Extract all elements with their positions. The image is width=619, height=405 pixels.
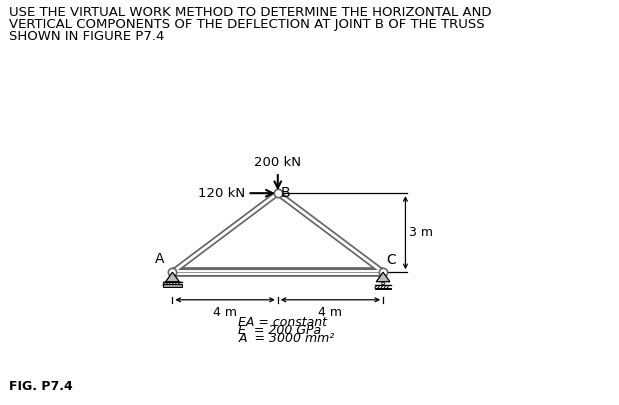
Polygon shape [376,272,390,282]
Text: 3 m: 3 m [409,226,433,239]
Text: A  = 3000 mm²: A = 3000 mm² [238,333,334,345]
Text: 4 m: 4 m [318,306,342,319]
Polygon shape [166,272,180,282]
Text: A: A [155,252,165,266]
Text: 4 m: 4 m [213,306,237,319]
Text: USE THE VIRTUAL WORK METHOD TO DETERMINE THE HORIZONTAL AND: USE THE VIRTUAL WORK METHOD TO DETERMINE… [9,6,491,19]
Text: B: B [281,186,290,200]
Text: E  = 200 GPa: E = 200 GPa [238,324,321,337]
Text: 120 kN: 120 kN [197,187,245,200]
Text: VERTICAL COMPONENTS OF THE DEFLECTION AT JOINT B OF THE TRUSS: VERTICAL COMPONENTS OF THE DEFLECTION AT… [9,18,485,31]
Text: EA = constant: EA = constant [238,315,327,328]
Text: FIG. P7.4: FIG. P7.4 [9,380,73,393]
Bar [375,288,391,289]
Bar [163,284,182,286]
Circle shape [382,282,384,285]
Text: 200 kN: 200 kN [254,156,301,169]
Text: C: C [386,254,396,267]
Text: SHOWN IN FIGURE P7.4: SHOWN IN FIGURE P7.4 [9,30,165,43]
